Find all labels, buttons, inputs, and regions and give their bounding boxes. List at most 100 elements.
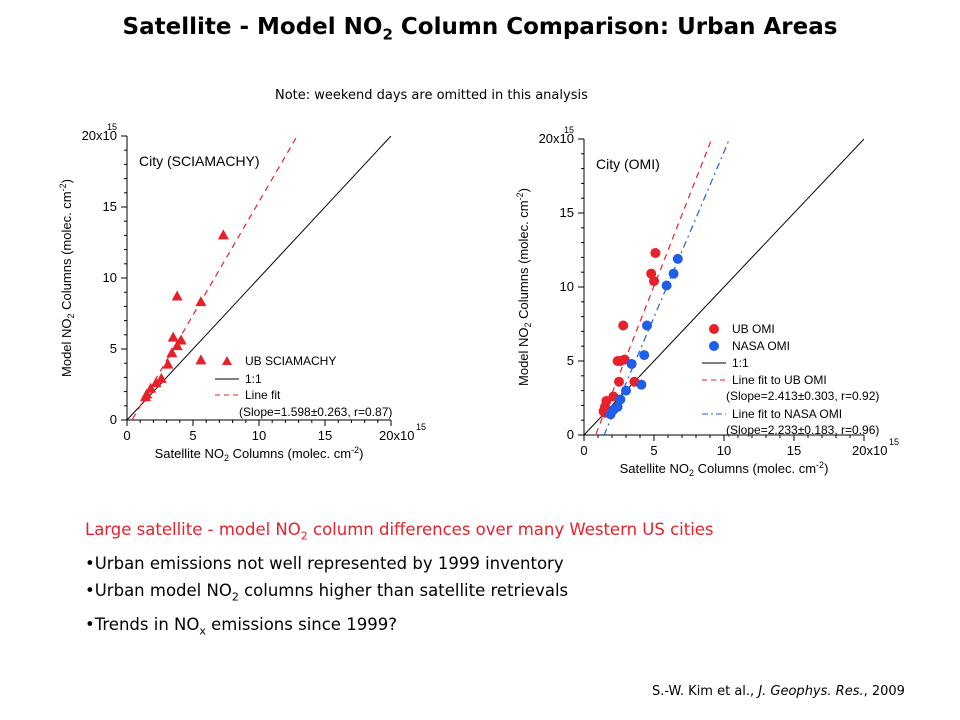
summary-bullets: Large satellite - model NO2 column diffe… bbox=[85, 516, 714, 645]
data-point bbox=[618, 320, 629, 331]
data-point bbox=[166, 347, 178, 358]
legend-label-fit-nasa: Line fit to NASA OMI bbox=[732, 407, 842, 421]
summary-headline: Large satellite - model NO2 column diffe… bbox=[85, 516, 714, 550]
x-tick-label: 15 bbox=[787, 443, 801, 458]
panel-label: City (OMI) bbox=[596, 156, 660, 172]
data-point bbox=[615, 394, 626, 405]
data-point bbox=[175, 334, 187, 345]
x-axis-label: Satellite NO2 Columns (molec. cm-2) bbox=[155, 445, 364, 463]
data-point bbox=[661, 280, 672, 291]
x-tick-label: 0 bbox=[580, 443, 587, 458]
x-tick-label: 5 bbox=[189, 428, 196, 443]
fit-lines bbox=[584, 139, 864, 435]
citation-journal: J. Geophys. Res. bbox=[758, 684, 864, 699]
citation-authors: S.-W. Kim et al., bbox=[652, 684, 759, 699]
y-tick-label: 20x10 bbox=[82, 128, 117, 143]
y-tick-label: 5 bbox=[567, 353, 574, 368]
y-tick-label: 0 bbox=[567, 427, 574, 442]
panel-label: City (SCIAMACHY) bbox=[139, 153, 260, 169]
data-point bbox=[167, 331, 179, 342]
legend-label-ub: UB OMI bbox=[732, 322, 775, 336]
data-point bbox=[650, 247, 661, 258]
data-point bbox=[162, 358, 174, 369]
citation-year: , 2009 bbox=[863, 684, 905, 699]
title-subscript: 2 bbox=[382, 25, 393, 44]
citation: S.-W. Kim et al., J. Geophys. Res., 2009 bbox=[652, 684, 905, 699]
x-exponent: 15 bbox=[889, 437, 899, 447]
y-tick-label: 15 bbox=[560, 205, 574, 220]
x-axis-label: Satellite NO2 Columns (molec. cm-2) bbox=[620, 460, 829, 478]
legend-label-fit-ub: Line fit to UB OMI bbox=[732, 373, 827, 387]
headline-text: Large satellite - model NO bbox=[85, 520, 301, 539]
data-point bbox=[636, 379, 647, 390]
bullet-2-subscript: 2 bbox=[231, 590, 239, 604]
data-point bbox=[639, 350, 650, 361]
bullet-3-subscript: x bbox=[199, 624, 206, 638]
legend-marker-ub bbox=[709, 324, 719, 334]
data-point bbox=[171, 340, 183, 351]
x-exponent: 15 bbox=[416, 422, 426, 432]
data-point bbox=[150, 377, 162, 388]
x-tick-label: 20x10 bbox=[852, 443, 887, 458]
y-tick-label: 5 bbox=[110, 341, 117, 356]
headline-subscript: 2 bbox=[300, 529, 308, 543]
data-point bbox=[612, 356, 623, 366]
y-axis-label: Model NO2 Columns (molec. cm-2) bbox=[515, 188, 533, 386]
data-point bbox=[642, 320, 652, 331]
bullet-2-text-rest: columns higher than satellite retrievals bbox=[238, 581, 569, 601]
bullet-item-3: •Trends in NOx emissions since 1999? bbox=[85, 611, 714, 645]
data-point bbox=[155, 372, 167, 383]
data-point bbox=[668, 268, 679, 279]
legend-marker-nasa bbox=[709, 341, 719, 351]
x-tick-label: 10 bbox=[717, 443, 731, 458]
page-title: Satellite - Model NO2 Column Comparison:… bbox=[0, 14, 960, 44]
bullet-item-1: •Urban emissions not well represented by… bbox=[85, 553, 564, 573]
y-tick-label: 20x10 bbox=[539, 131, 574, 146]
y-exponent: 15 bbox=[564, 125, 574, 135]
bullet-3-text-rest: emissions since 1999? bbox=[205, 615, 397, 635]
bullet-2-text: •Urban model NO bbox=[85, 581, 232, 601]
data-point bbox=[649, 276, 659, 287]
legend-label-ub: UB SCIAMACHY bbox=[245, 354, 336, 368]
x-tick-label: 10 bbox=[252, 428, 266, 443]
y-tick-label: 0 bbox=[110, 412, 117, 427]
x-tick-label: 0 bbox=[123, 428, 130, 443]
title-text: Satellite - Model NO bbox=[122, 14, 383, 40]
one-to-one-line bbox=[127, 136, 391, 420]
data-point bbox=[195, 354, 207, 365]
legend-label-nasa: NASA OMI bbox=[732, 339, 790, 353]
legend-label-1to1: 1:1 bbox=[245, 372, 262, 386]
y-tick-label: 10 bbox=[103, 270, 117, 285]
data-point bbox=[672, 253, 683, 264]
legend-label-1to1: 1:1 bbox=[732, 356, 749, 370]
data-point bbox=[141, 388, 153, 399]
data-point bbox=[626, 358, 637, 369]
data-point bbox=[605, 409, 616, 420]
headline-text-rest: column differences over many Western US … bbox=[307, 520, 714, 539]
legend-marker-ub bbox=[222, 356, 232, 365]
data-point bbox=[614, 376, 624, 387]
x-tick-label: 20x10 bbox=[379, 428, 414, 443]
data-point bbox=[217, 229, 229, 240]
legend-label-slope-ub: (Slope=2.413±0.303, r=0.92) bbox=[726, 389, 879, 403]
fit-line-secondary bbox=[603, 139, 731, 435]
fit-lines bbox=[127, 136, 391, 420]
bullet-item-2: •Urban model NO2 columns higher than sat… bbox=[85, 577, 714, 611]
y-tick-label: 10 bbox=[560, 279, 574, 294]
title-text-rest: Column Comparison: Urban Areas bbox=[392, 14, 838, 40]
one-to-one-line bbox=[584, 139, 864, 435]
y-tick-label: 15 bbox=[103, 199, 117, 214]
y-exponent: 15 bbox=[107, 122, 117, 132]
analysis-note: Note: weekend days are omitted in this a… bbox=[275, 88, 588, 103]
data-point bbox=[171, 290, 183, 301]
data-point bbox=[621, 385, 631, 396]
legend-label-fit: Line fit bbox=[245, 388, 281, 402]
legend-label-slope: (Slope=1.598±0.263, r=0.87) bbox=[239, 405, 392, 419]
legend-label-slope-nasa: (Slope=2.233±0.183, r=0.96) bbox=[726, 423, 879, 437]
y-axis-label: Model NO2 Columns (molec. cm-2) bbox=[58, 179, 76, 377]
data-point bbox=[195, 296, 207, 307]
data-point bbox=[145, 382, 157, 393]
x-tick-label: 15 bbox=[318, 428, 332, 443]
